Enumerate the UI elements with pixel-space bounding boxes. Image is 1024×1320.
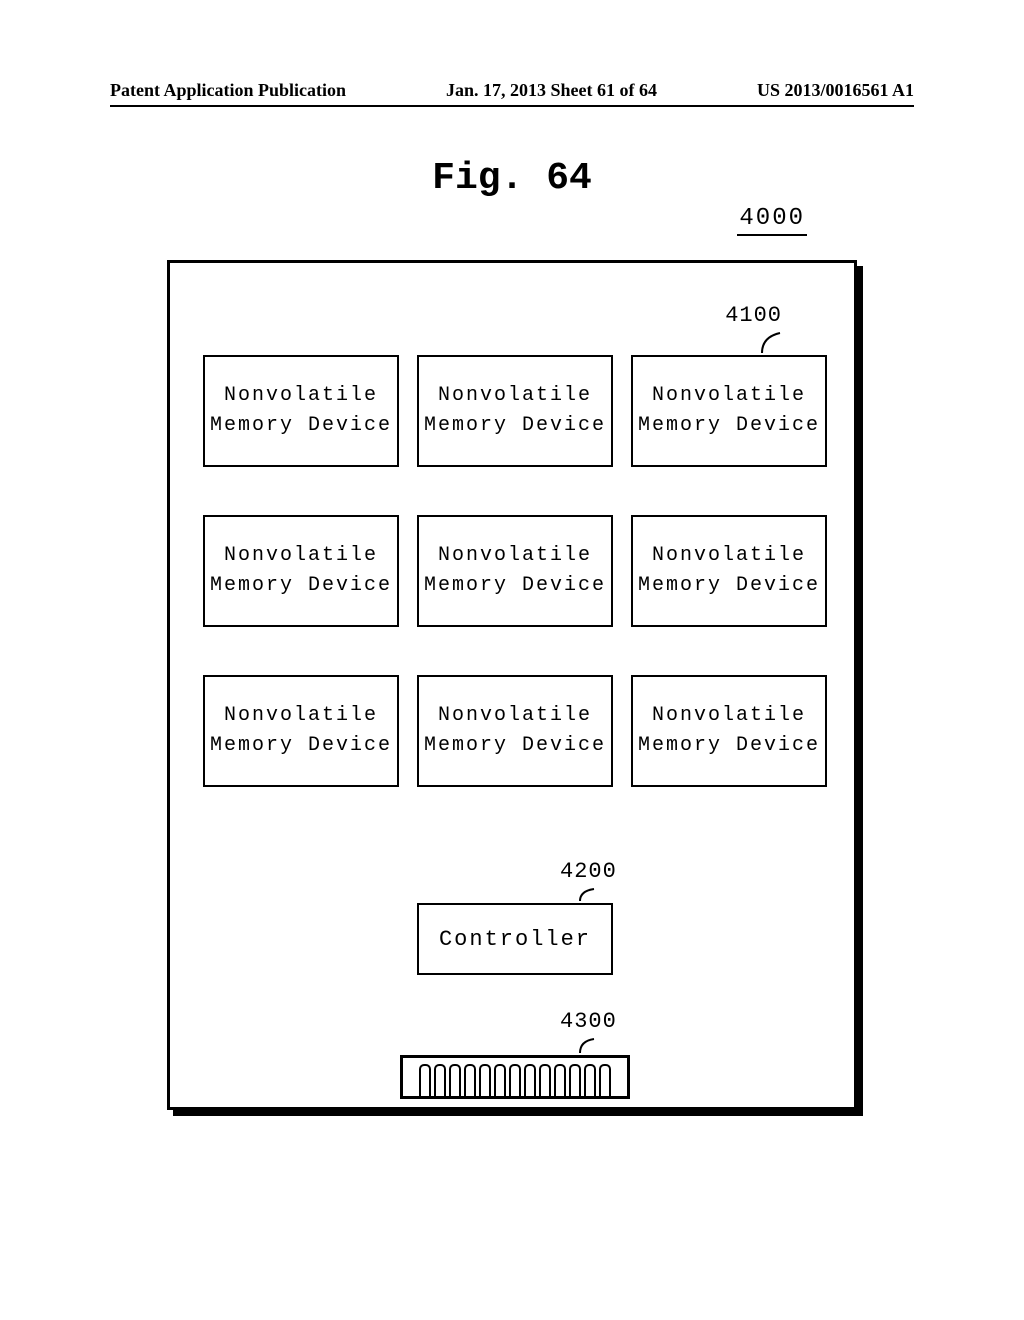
page-header: Patent Application Publication Jan. 17, … xyxy=(110,80,914,107)
device-line2: Memory Device xyxy=(210,731,392,761)
device-box: NonvolatileMemory Device xyxy=(417,675,613,787)
device-line1: Nonvolatile xyxy=(438,381,592,411)
connector-pin xyxy=(464,1064,476,1096)
figure-title: Fig. 64 xyxy=(110,157,914,200)
connector-pin xyxy=(539,1064,551,1096)
device-line1: Nonvolatile xyxy=(652,701,806,731)
device-line1: Nonvolatile xyxy=(652,381,806,411)
connector-pin xyxy=(434,1064,446,1096)
header-center: Jan. 17, 2013 Sheet 61 of 64 xyxy=(446,80,657,101)
connector-pin xyxy=(584,1064,596,1096)
connector-pin xyxy=(509,1064,521,1096)
connector-pin xyxy=(419,1064,431,1096)
connector-pin xyxy=(599,1064,611,1096)
device-box: NonvolatileMemory Device xyxy=(417,515,613,627)
device-box: NonvolatileMemory Device xyxy=(417,355,613,467)
device-box: NonvolatileMemory Device xyxy=(203,675,399,787)
controller-callout-curve xyxy=(578,887,600,903)
connector-pin xyxy=(554,1064,566,1096)
figure-wrap: 4000 4100 NonvolatileMemory DeviceNonvol… xyxy=(167,260,857,1110)
device-line2: Memory Device xyxy=(638,411,820,441)
device-callout-label: 4100 xyxy=(725,303,782,328)
device-box: NonvolatileMemory Device xyxy=(631,515,827,627)
outer-shadow-right xyxy=(857,266,863,1116)
device-box: NonvolatileMemory Device xyxy=(203,355,399,467)
connector-callout-label: 4300 xyxy=(560,1009,617,1034)
device-line1: Nonvolatile xyxy=(438,701,592,731)
page: Patent Application Publication Jan. 17, … xyxy=(0,0,1024,1320)
connector-pin xyxy=(569,1064,581,1096)
outer-shadow-bottom xyxy=(173,1110,863,1116)
connector-callout-curve xyxy=(578,1037,600,1055)
connector-box xyxy=(400,1055,630,1099)
controller-box: Controller xyxy=(417,903,613,975)
controller-text: Controller xyxy=(439,927,591,952)
device-line1: Nonvolatile xyxy=(652,541,806,571)
system-label: 4000 xyxy=(737,205,807,236)
device-grid: NonvolatileMemory DeviceNonvolatileMemor… xyxy=(203,355,827,787)
device-line2: Memory Device xyxy=(424,411,606,441)
connector-pin xyxy=(524,1064,536,1096)
connector-pin xyxy=(479,1064,491,1096)
device-line1: Nonvolatile xyxy=(224,541,378,571)
device-box: NonvolatileMemory Device xyxy=(631,355,827,467)
device-callout-curve xyxy=(760,331,790,355)
system-outer-box: 4100 NonvolatileMemory DeviceNonvolatile… xyxy=(167,260,857,1110)
header-right: US 2013/0016561 A1 xyxy=(757,80,914,101)
header-left: Patent Application Publication xyxy=(110,80,346,101)
device-line2: Memory Device xyxy=(424,731,606,761)
device-line1: Nonvolatile xyxy=(224,381,378,411)
device-box: NonvolatileMemory Device xyxy=(631,675,827,787)
device-line2: Memory Device xyxy=(210,411,392,441)
controller-callout-label: 4200 xyxy=(560,859,617,884)
device-line2: Memory Device xyxy=(638,731,820,761)
device-line2: Memory Device xyxy=(424,571,606,601)
connector-pin xyxy=(449,1064,461,1096)
device-line2: Memory Device xyxy=(210,571,392,601)
device-line1: Nonvolatile xyxy=(224,701,378,731)
system-label-text: 4000 xyxy=(737,205,807,236)
device-line1: Nonvolatile xyxy=(438,541,592,571)
device-box: NonvolatileMemory Device xyxy=(203,515,399,627)
connector-pin xyxy=(494,1064,506,1096)
device-line2: Memory Device xyxy=(638,571,820,601)
